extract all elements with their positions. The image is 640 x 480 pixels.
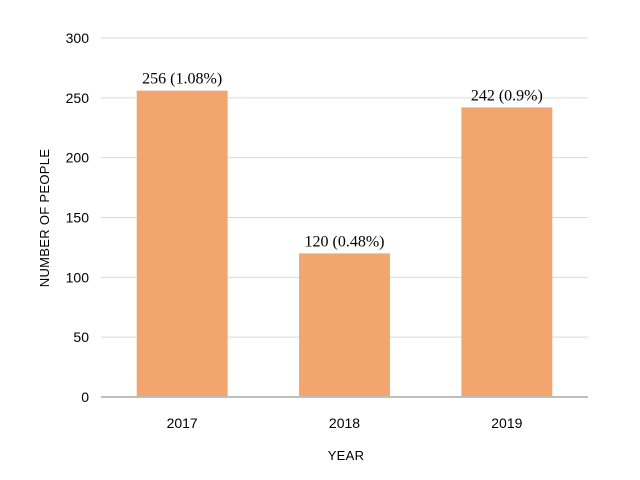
x-tick-label: 2018 bbox=[329, 415, 360, 431]
y-tick-label: 300 bbox=[66, 30, 90, 46]
data-label-2019: 242 (0.9%) bbox=[471, 87, 543, 104]
y-tick-label: 200 bbox=[66, 150, 90, 166]
y-tick-label: 100 bbox=[66, 269, 90, 285]
y-tick-label: 0 bbox=[81, 389, 89, 405]
y-tick-label: 50 bbox=[73, 329, 89, 345]
y-tick-label: 250 bbox=[66, 90, 90, 106]
x-tick-label: 2019 bbox=[491, 415, 522, 431]
data-label-2017: 256 (1.08%) bbox=[142, 71, 222, 88]
y-axis-title: NUMBER OF PEOPLE bbox=[37, 149, 52, 287]
bars bbox=[136, 90, 553, 398]
y-tick-labels: 0 50 100 150 200 250 300 bbox=[66, 30, 90, 405]
x-axis-title: YEAR bbox=[328, 448, 365, 463]
y-tick-label: 150 bbox=[66, 210, 90, 226]
data-labels: 256 (1.08%) 120 (0.48%) 242 (0.9%) bbox=[142, 71, 543, 251]
x-tick-labels: 2017 2018 2019 bbox=[167, 415, 523, 431]
bar-2018 bbox=[299, 253, 390, 397]
bar-2017 bbox=[136, 90, 228, 398]
bar-2019 bbox=[461, 107, 553, 397]
x-tick-label: 2017 bbox=[167, 415, 198, 431]
data-label-2018: 120 (0.48%) bbox=[305, 233, 385, 250]
